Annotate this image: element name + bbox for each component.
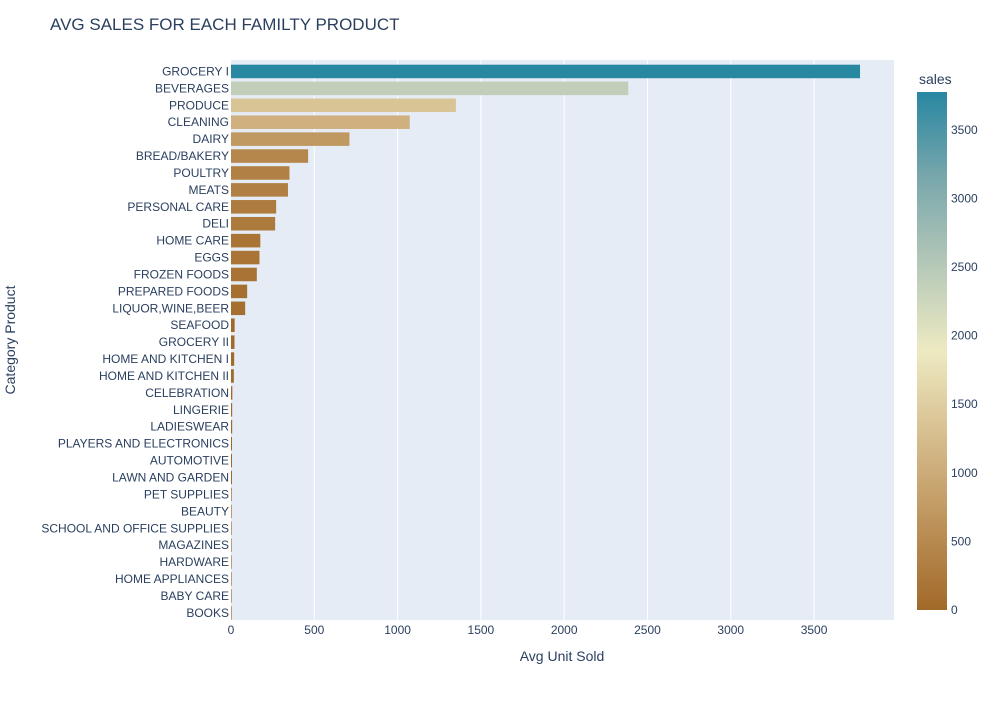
y-tick-label: BABY CARE [161,589,229,603]
y-tick-label: EGGS [194,251,229,265]
y-tick-label: HOME AND KITCHEN II [99,369,229,383]
bar-baby-care [231,589,232,603]
bar-beverages [231,81,629,96]
y-tick-label: BREAD/BAKERY [136,149,229,163]
y-axis-title: Category Product [2,285,18,394]
x-tick-label: 2500 [634,623,661,637]
colorbar-title: sales [919,71,952,87]
bar-home-appliances [231,572,232,586]
bar-seafood [231,318,235,333]
bar-beauty [231,504,232,519]
colorbar-tick-label: 0 [951,603,958,617]
bar-prepared-foods [231,284,248,299]
y-tick-label: SCHOOL AND OFFICE SUPPLIES [41,521,229,535]
bar-produce [231,98,456,113]
bar-lingerie [231,403,233,417]
y-tick-label: CLEANING [168,115,229,129]
y-tick-label: PET SUPPLIES [144,487,229,501]
bar-automotive [231,453,232,468]
bar-magazines [231,538,232,552]
bar-home-and-kitchen-i [231,352,235,366]
colorbar-tick-label: 2500 [951,260,978,274]
y-tick-label: SEAFOOD [170,318,229,332]
y-tick-label: HOME APPLIANCES [115,572,229,586]
bar-personal-care [231,200,277,214]
colorbar-tick-label: 3000 [951,191,978,205]
bar-liquor-wine-beer [231,301,246,316]
colorbar-tick-label: 3500 [951,123,978,137]
bars [231,64,861,620]
y-tick-label: PREPARED FOODS [118,284,229,298]
bar-meats [231,183,288,197]
x-tick-label: 1000 [384,623,411,637]
y-tick-label: HOME AND KITCHEN I [102,352,229,366]
x-tick-label: 3500 [801,623,828,637]
bar-bread-bakery [231,149,309,163]
y-tick-label: BEAUTY [181,504,229,518]
y-tick-label: BOOKS [186,606,229,620]
y-tick-label: MAGAZINES [158,538,229,552]
bar-home-care [231,233,261,248]
y-tick-label: LADIESWEAR [150,420,229,434]
colorbar-tick-label: 500 [951,534,971,548]
x-tick-label: 3000 [717,623,744,637]
y-tick-label: HARDWARE [159,555,229,569]
plot-background [231,60,894,620]
bar-books [231,606,232,620]
x-axis-title: Avg Unit Sold [520,648,605,664]
y-tick-label: FROZEN FOODS [134,267,229,281]
y-tick-label: LAWN AND GARDEN [112,471,229,485]
bar-frozen-foods [231,267,257,282]
y-tick-label: PERSONAL CARE [127,200,229,214]
bar-deli [231,216,276,231]
y-tick-label: DAIRY [193,132,229,146]
y-tick-label: AUTOMOTIVE [150,454,229,468]
y-tick-label: PRODUCE [169,98,229,112]
y-tick-label: LINGERIE [173,403,229,417]
bar-celebration [231,386,233,400]
bar-hardware [231,555,232,569]
bar-poultry [231,166,290,180]
y-tick-label: CELEBRATION [145,386,229,400]
x-tick-label: 500 [304,623,324,637]
chart-title: AVG SALES FOR EACH FAMILTY PRODUCT [50,15,400,34]
y-tick-label: POULTRY [173,166,229,180]
bar-grocery-i [231,64,861,79]
y-tick-label: HOME CARE [156,234,229,248]
y-tick-label: LIQUOR,WINE,BEER [112,301,229,315]
bar-cleaning [231,115,410,129]
y-tick-label: GROCERY II [159,335,229,349]
bar-pet-supplies [231,487,232,502]
bar-school-and-office-supplies [231,521,232,536]
x-tick-label: 2000 [551,623,578,637]
y-tick-label: GROCERY I [162,64,229,78]
y-tick-label: MEATS [189,183,229,197]
colorbar [917,92,947,610]
y-tick-labels: GROCERY I BEVERAGES PRODUCE CLEANING DAIRY BR… [41,64,229,619]
y-tick-label: DELI [202,217,229,231]
bar-dairy [231,132,350,146]
x-tick-labels: 0 500 1000 1500 2000 2500 3000 3500 [228,623,828,637]
bar-eggs [231,250,260,265]
bar-lawn-and-garden [231,470,232,485]
x-tick-label: 1500 [468,623,495,637]
bar-grocery-ii [231,335,235,349]
bar-home-and-kitchen-ii [231,369,234,383]
x-tick-label: 0 [228,623,235,637]
bar-players-and-electronics [231,436,232,451]
bar-ladieswear [231,419,233,434]
y-tick-label: BEVERAGES [155,81,229,95]
colorbar-tick-label: 1000 [951,466,978,480]
gridlines [313,60,815,620]
colorbar-tick-labels: 0 500 1000 1500 2000 2500 3000 3500 [951,123,978,617]
colorbar-tick-label: 2000 [951,329,978,343]
colorbar-tick-label: 1500 [951,397,978,411]
y-tick-label: PLAYERS AND ELECTRONICS [58,437,229,451]
